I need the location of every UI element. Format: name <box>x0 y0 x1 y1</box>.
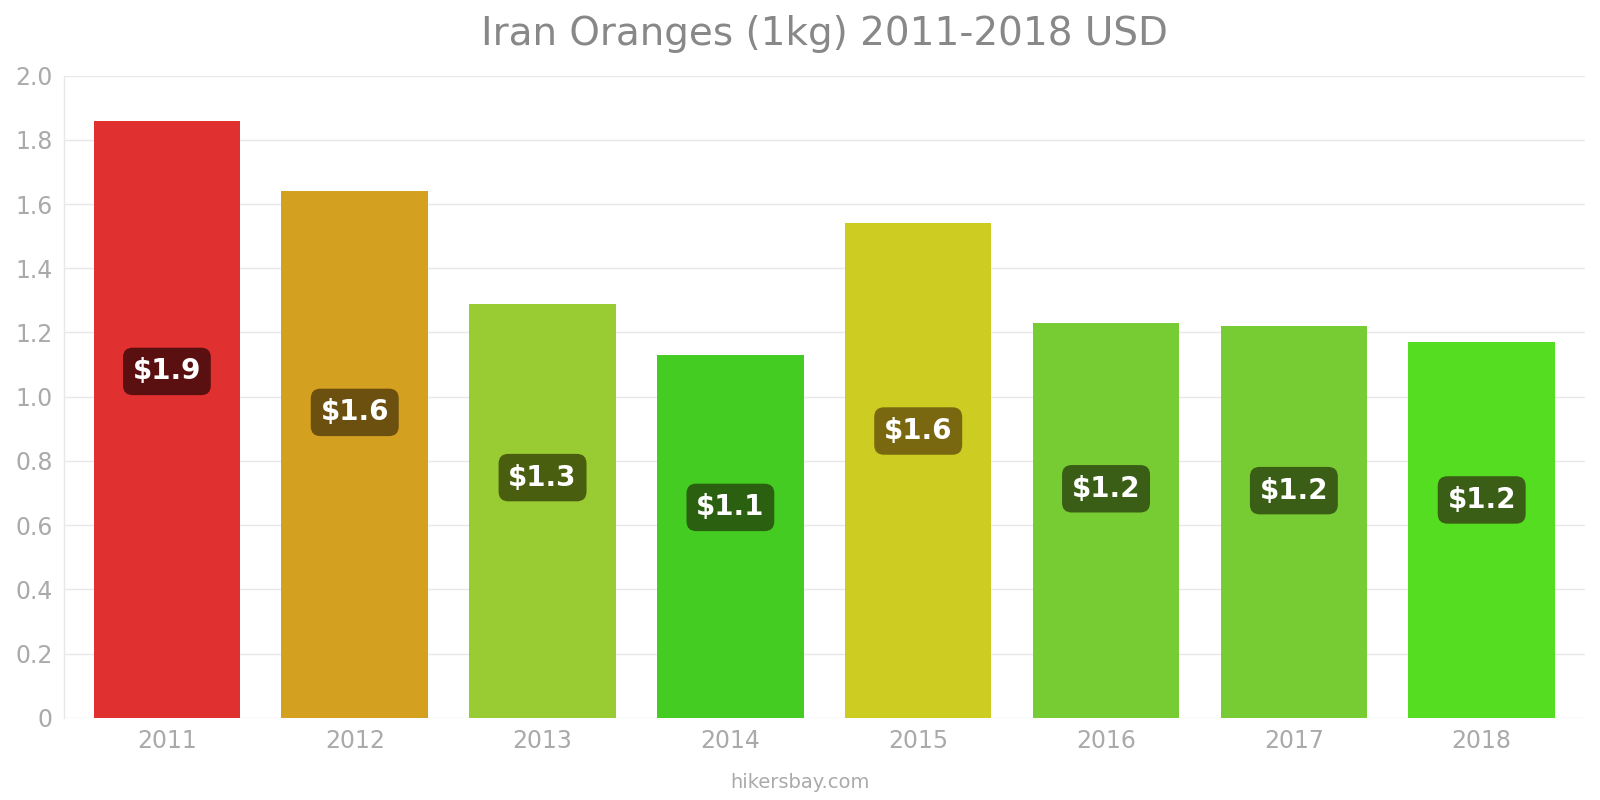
Text: $1.9: $1.9 <box>133 358 202 386</box>
Text: $1.2: $1.2 <box>1072 474 1141 502</box>
Bar <box>469 303 616 718</box>
Text: $1.2: $1.2 <box>1448 486 1515 514</box>
Text: hikersbay.com: hikersbay.com <box>730 773 870 792</box>
Title: Iran Oranges (1kg) 2011-2018 USD: Iran Oranges (1kg) 2011-2018 USD <box>482 15 1168 53</box>
Bar <box>1408 342 1555 718</box>
Bar <box>658 355 803 718</box>
Text: $1.6: $1.6 <box>320 398 389 426</box>
Text: $1.6: $1.6 <box>883 417 952 445</box>
Bar <box>94 121 240 718</box>
Text: $1.2: $1.2 <box>1259 477 1328 505</box>
Text: $1.3: $1.3 <box>509 463 578 491</box>
Bar <box>282 191 427 718</box>
Bar <box>845 223 992 718</box>
Bar <box>1032 323 1179 718</box>
Text: $1.1: $1.1 <box>696 494 765 522</box>
Bar <box>1221 326 1366 718</box>
